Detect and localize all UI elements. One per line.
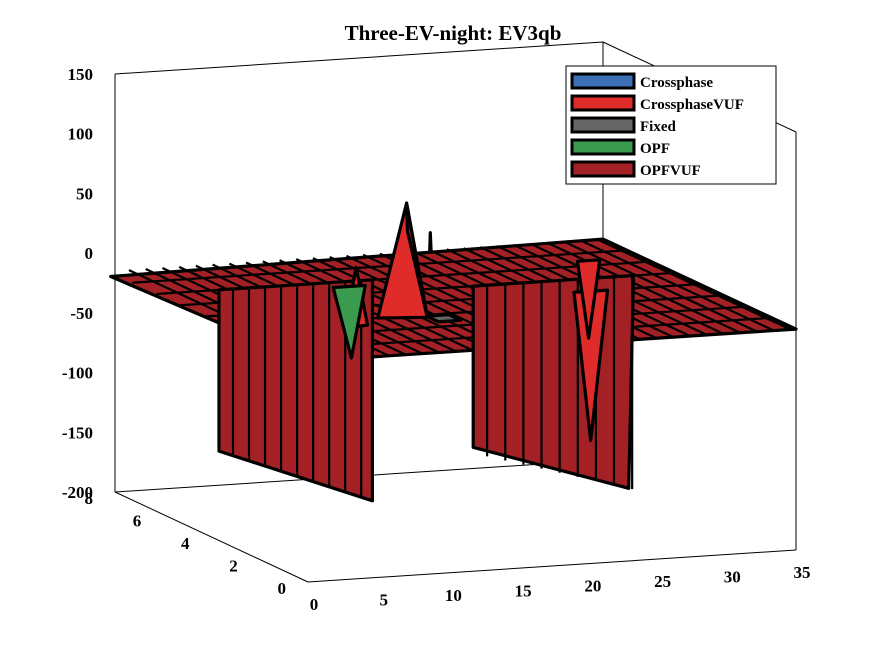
legend: Crossphase CrossphaseVUF Fixed OPF OPFVUF — [565, 65, 777, 185]
legend-label: OPF — [640, 141, 670, 157]
y-tick-label: 0 — [278, 579, 287, 598]
x-tick-label: 20 — [584, 577, 601, 596]
z-tick-label: -150 — [62, 423, 93, 442]
legend-label: CrossphaseVUF — [640, 97, 744, 113]
y-tick-label: 8 — [85, 489, 94, 508]
x-tick-label: 0 — [310, 595, 319, 614]
y-axis-line — [114, 491, 309, 583]
legend-swatch — [570, 94, 636, 112]
x-tick-label: 5 — [379, 590, 388, 609]
z-tick-label: 0 — [85, 244, 94, 263]
legend-label: OPFVUF — [640, 163, 701, 179]
z-tick-label: 150 — [68, 65, 94, 84]
legend-label: Fixed — [640, 119, 676, 135]
legend-swatch — [570, 116, 636, 134]
legend-label: Crossphase — [640, 75, 713, 91]
surface-dip-far-right — [575, 258, 602, 340]
x-tick-label: 35 — [794, 563, 811, 582]
z-tick-label: 100 — [68, 125, 94, 144]
z-tick-label: 50 — [76, 184, 93, 203]
opf-dip — [331, 283, 367, 360]
legend-swatch — [570, 138, 636, 156]
surface-drop-right — [471, 273, 636, 490]
tick-labels: 0 5 10 15 20 25 30 35 0 2 4 6 8 150 100 50 0 -50 -100 -150 -… — [62, 65, 811, 614]
x-tick-label: 10 — [445, 586, 462, 605]
surface-peak-main-shade — [405, 201, 429, 319]
back-top-edge — [114, 41, 604, 75]
x-tick-label: 15 — [515, 581, 532, 600]
chart-title: Three-EV-night: EV3qb — [345, 21, 562, 45]
legend-swatch — [570, 160, 636, 178]
legend-swatch — [570, 72, 636, 90]
fixed-cell — [424, 313, 463, 324]
surface-plot — [109, 201, 798, 503]
y-tick-label: 6 — [133, 512, 142, 531]
surface-grid-line — [132, 249, 628, 284]
x-tick-label: 25 — [654, 572, 671, 591]
y-tick-label: 2 — [229, 557, 238, 576]
z-tick-label: -100 — [62, 364, 93, 383]
surface-drop-left — [217, 278, 374, 503]
x-tick-label: 30 — [724, 568, 741, 587]
z-tick-label: -200 — [62, 483, 93, 502]
z-tick-label: -50 — [70, 304, 93, 323]
x-axis-line — [307, 549, 797, 583]
y-tick-label: 4 — [181, 534, 190, 553]
